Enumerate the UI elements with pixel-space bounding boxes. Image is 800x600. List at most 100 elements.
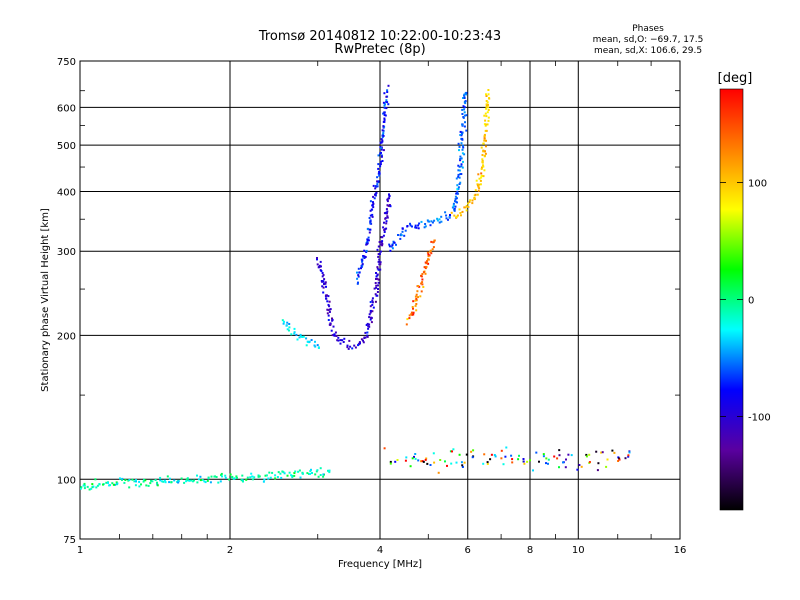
data-point (487, 106, 490, 109)
data-point (377, 245, 380, 248)
data-point (368, 217, 371, 219)
data-point (383, 229, 386, 231)
data-point (460, 173, 463, 175)
data-point (327, 295, 330, 298)
data-point (386, 200, 389, 203)
data-point (180, 477, 183, 480)
data-point (414, 453, 417, 455)
y-tick-label: 100 (57, 475, 76, 486)
data-point (268, 471, 271, 474)
data-point (387, 204, 390, 207)
data-point (421, 273, 424, 275)
data-point (314, 473, 317, 476)
data-point (371, 303, 374, 306)
data-point (376, 291, 379, 293)
data-point (313, 344, 316, 347)
data-point (83, 487, 86, 490)
data-point (282, 471, 285, 474)
data-point (316, 344, 319, 347)
data-point (606, 458, 609, 461)
data-point (382, 101, 385, 104)
data-point (456, 184, 459, 187)
data-point (240, 478, 243, 481)
data-point (377, 154, 380, 157)
colorbar-ticks: 100 0 -100 (720, 179, 771, 423)
data-point (461, 144, 464, 147)
data-point (151, 480, 154, 483)
data-point (464, 92, 467, 94)
data-point (370, 321, 373, 324)
data-point (535, 451, 538, 454)
data-point (193, 479, 195, 482)
data-point (489, 458, 492, 461)
data-point (500, 457, 503, 460)
data-point (483, 169, 486, 172)
data-point (461, 466, 464, 468)
data-point (366, 331, 369, 334)
data-point (482, 149, 485, 152)
data-point (484, 150, 486, 153)
data-point (388, 245, 391, 248)
data-point (386, 210, 389, 213)
data-point (420, 275, 423, 278)
data-point (251, 475, 254, 478)
data-point (476, 183, 479, 186)
data-point (357, 281, 359, 284)
data-point (295, 333, 298, 336)
data-point (375, 191, 378, 194)
data-point (542, 453, 545, 456)
data-point (462, 116, 465, 118)
data-point (188, 479, 191, 482)
data-point (463, 111, 466, 114)
data-point (327, 319, 330, 321)
data-point (387, 197, 390, 200)
data-point (502, 463, 505, 466)
data-point (380, 138, 383, 141)
data-point (357, 274, 360, 277)
data-point (379, 165, 382, 168)
data-point (486, 461, 489, 464)
data-point (383, 447, 386, 450)
data-point (253, 476, 256, 479)
data-point (382, 120, 385, 123)
data-point (360, 267, 362, 270)
data-point (199, 475, 202, 478)
data-point (482, 142, 485, 145)
data-point (316, 469, 319, 472)
data-point (377, 278, 380, 281)
data-point (421, 460, 424, 463)
data-point (415, 309, 418, 312)
data-point (444, 460, 446, 463)
data-point (111, 482, 114, 485)
data-point (357, 275, 360, 278)
data-point (364, 256, 367, 258)
data-point (613, 451, 616, 454)
data-point (453, 207, 456, 210)
data-point (90, 487, 93, 490)
data-point (83, 484, 86, 487)
data-point (262, 480, 265, 483)
data-point (385, 95, 388, 98)
x-tick-label: 10 (572, 545, 585, 556)
data-point (474, 193, 477, 196)
data-point (390, 245, 393, 248)
data-point (420, 220, 423, 223)
data-point (288, 323, 291, 325)
data-point (245, 478, 248, 481)
data-point (363, 249, 366, 252)
data-point (487, 119, 490, 122)
data-point (478, 187, 481, 190)
data-point (389, 462, 392, 465)
data-point (283, 472, 286, 475)
data-point (436, 219, 439, 222)
data-point (447, 218, 449, 221)
data-point (391, 244, 394, 247)
data-point (456, 201, 458, 204)
data-point (388, 195, 391, 197)
data-point (164, 481, 167, 484)
data-point (472, 449, 475, 452)
data-point (477, 173, 480, 176)
data-point (464, 121, 466, 124)
data-point (474, 189, 477, 192)
data-point (300, 335, 303, 338)
